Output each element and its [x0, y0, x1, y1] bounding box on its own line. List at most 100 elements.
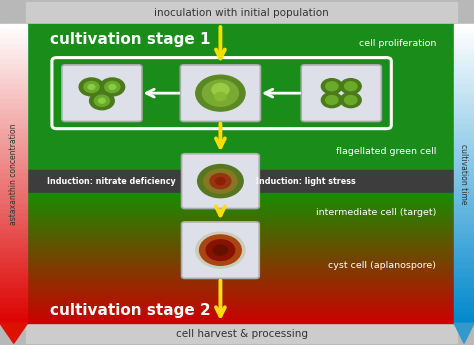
Bar	[0, 184, 27, 189]
FancyBboxPatch shape	[301, 65, 381, 121]
Bar	[26, 270, 457, 271]
Bar	[0, 169, 27, 174]
Bar	[26, 235, 457, 236]
Bar	[26, 206, 457, 207]
Bar	[0, 214, 27, 219]
Bar	[0, 154, 27, 159]
Bar	[454, 234, 474, 238]
Bar	[26, 287, 457, 288]
Circle shape	[340, 79, 361, 94]
Bar	[454, 164, 474, 169]
Text: intermediate cell (target): intermediate cell (target)	[316, 208, 436, 217]
Circle shape	[206, 240, 235, 260]
Bar	[454, 209, 474, 214]
Bar	[26, 247, 457, 248]
Bar	[26, 282, 457, 283]
Bar	[454, 214, 474, 219]
Bar	[26, 310, 457, 312]
Bar	[26, 193, 457, 195]
Bar	[26, 204, 457, 205]
Bar	[0, 99, 27, 104]
Bar	[26, 289, 457, 291]
Text: cultivation stage 1: cultivation stage 1	[50, 32, 210, 47]
Bar	[26, 291, 457, 292]
Circle shape	[196, 232, 245, 268]
Bar	[26, 227, 457, 228]
Bar	[26, 222, 457, 223]
Bar	[26, 214, 457, 215]
Bar	[454, 238, 474, 244]
Bar	[454, 228, 474, 234]
Bar	[0, 234, 27, 238]
Circle shape	[200, 235, 241, 265]
Circle shape	[321, 79, 342, 94]
Bar	[26, 308, 457, 309]
Bar	[26, 264, 457, 265]
Bar	[26, 210, 457, 211]
Bar	[26, 202, 457, 204]
Bar	[26, 241, 457, 243]
Bar	[0, 139, 27, 144]
Bar	[454, 144, 474, 149]
Bar	[0, 264, 27, 268]
Bar	[454, 94, 474, 99]
Bar	[26, 244, 457, 245]
Bar	[454, 298, 474, 303]
Bar	[454, 174, 474, 179]
Bar	[0, 258, 27, 264]
Bar	[454, 134, 474, 139]
Circle shape	[99, 98, 105, 103]
Bar	[26, 256, 457, 257]
Bar	[0, 298, 27, 303]
Bar	[0, 119, 27, 124]
Bar	[454, 199, 474, 204]
Bar	[0, 114, 27, 119]
Bar	[26, 312, 457, 313]
Bar	[26, 209, 457, 210]
Bar	[0, 89, 27, 94]
Bar	[454, 129, 474, 134]
Bar	[26, 249, 457, 250]
Text: cultivation stage 2: cultivation stage 2	[50, 303, 210, 318]
Bar	[26, 271, 457, 273]
Bar	[26, 243, 457, 244]
Bar	[26, 266, 457, 267]
Bar	[26, 220, 457, 222]
Circle shape	[210, 174, 231, 189]
Circle shape	[94, 95, 109, 106]
Polygon shape	[454, 323, 474, 343]
Bar	[26, 234, 457, 235]
Text: cell harvest & processing: cell harvest & processing	[176, 329, 308, 339]
Bar	[0, 179, 27, 184]
Bar	[26, 228, 457, 230]
Bar	[454, 139, 474, 144]
Bar	[454, 54, 474, 59]
FancyBboxPatch shape	[181, 65, 261, 121]
Bar	[454, 254, 474, 258]
Circle shape	[202, 80, 238, 106]
Bar	[26, 230, 457, 231]
Bar	[26, 304, 457, 305]
Bar	[26, 296, 457, 297]
Bar	[0, 273, 27, 278]
Bar	[0, 209, 27, 214]
Bar	[26, 250, 457, 252]
Bar	[0, 189, 27, 194]
Bar	[26, 297, 457, 298]
Bar	[454, 149, 474, 154]
Bar	[0, 194, 27, 199]
Bar	[0, 94, 27, 99]
Bar	[0, 74, 27, 79]
Bar	[26, 273, 457, 274]
Bar	[454, 89, 474, 94]
Bar	[454, 273, 474, 278]
Bar	[454, 184, 474, 189]
Bar	[26, 253, 457, 254]
Bar	[454, 169, 474, 174]
Bar	[0, 238, 27, 244]
Bar	[26, 286, 457, 287]
Bar	[26, 231, 457, 232]
Bar	[26, 318, 457, 319]
Bar	[454, 29, 474, 34]
Bar	[454, 288, 474, 293]
